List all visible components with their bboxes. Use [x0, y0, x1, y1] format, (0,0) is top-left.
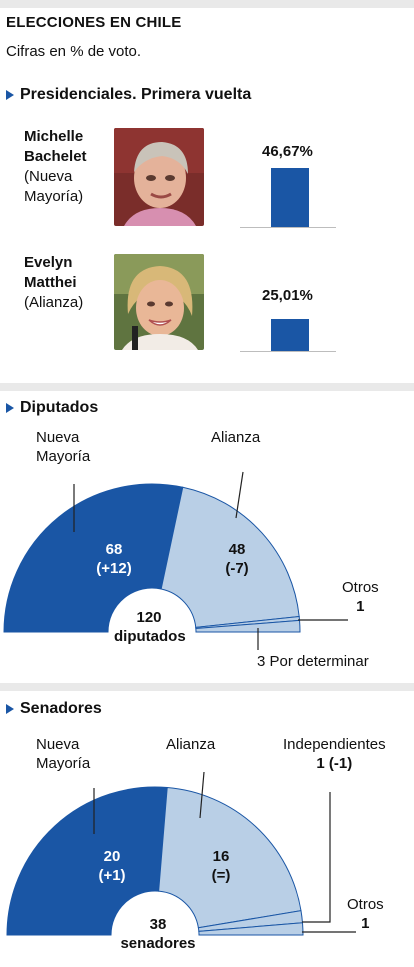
senadores-nm-label: Nueva Mayoría — [36, 736, 91, 772]
candidate-last-name: Matthei — [24, 274, 77, 291]
diputados-al-value: 48 (-7) — [225, 541, 249, 577]
diputados-nm-label: Nueva Mayoría — [36, 429, 91, 465]
candidate-photo-bachelet — [114, 128, 204, 226]
arc-diputados-nueva-mayoria — [3, 483, 184, 633]
section-separator — [0, 683, 414, 691]
candidate-photo-matthei — [114, 254, 204, 350]
bar-baseline — [240, 227, 336, 228]
bar-baseline — [240, 351, 336, 352]
candidate-matthei: Evelyn Matthei (Alianza) — [24, 253, 83, 313]
candidate-party-line1: (Nueva — [24, 168, 73, 185]
page-subtitle: Cifras en % de voto. — [6, 43, 142, 60]
senadores-alianza-label: Alianza — [166, 736, 216, 753]
leader-line-diputados-alianza — [235, 471, 244, 519]
section-heading-diputados: Diputados — [6, 399, 98, 417]
senadores-heading: Senadores — [20, 700, 102, 717]
top-separator — [0, 0, 414, 8]
candidate-first-name: Evelyn — [24, 254, 73, 271]
page-title: ELECCIONES EN CHILE — [6, 14, 182, 31]
candidate-bachelet: Michelle Bachelet (Nueva Mayoría) — [24, 127, 87, 207]
bar-bachelet — [271, 168, 309, 227]
candidate-first-name: Michelle — [24, 128, 84, 145]
arc-senadores-nueva-mayoria — [6, 786, 168, 936]
section-heading-senadores: Senadores — [6, 700, 102, 718]
senadores-nm-value: 20 (+1) — [98, 848, 126, 884]
senadores-indep-label: Independientes 1 (-1) — [283, 736, 386, 772]
bullet-icon — [6, 403, 14, 413]
section-separator — [0, 383, 414, 391]
section-heading-presidential: Presidenciales. Primera vuelta — [6, 86, 251, 104]
diputados-total: 120 diputados — [114, 609, 186, 645]
arc-senadores-otros — [198, 922, 304, 936]
diputados-pending-label: 3 Por determinar — [257, 653, 369, 670]
bullet-icon — [6, 90, 14, 100]
diputados-otros-label: Otros 1 — [342, 579, 379, 615]
senadores-al-value: 16 (=) — [211, 848, 231, 884]
bar-matthei — [271, 319, 309, 351]
candidate-party-line2: Mayoría) — [24, 188, 84, 205]
leader-line-senadores-indep — [302, 792, 331, 923]
senadores-otros-label: Otros 1 — [347, 896, 384, 932]
arc-diputados-por-determinar — [195, 619, 301, 633]
senadores-total: 38 senadores — [120, 916, 196, 952]
candidate-party-line1: (Alianza) — [24, 294, 84, 311]
candidate-last-name: Bachelet — [24, 148, 87, 165]
presidential-heading: Presidenciales. Primera vuelta — [20, 86, 252, 103]
bullet-icon — [6, 704, 14, 714]
leader-line-senadores-alianza — [199, 771, 205, 819]
arc-diputados-alianza — [160, 486, 300, 628]
arc-senadores-alianza — [158, 786, 302, 929]
diputados-alianza-label: Alianza — [211, 429, 261, 446]
diputados-nm-value: 68 (+12) — [96, 541, 132, 577]
bar-label-bachelet: 46,67% — [262, 143, 313, 160]
bar-label-matthei: 25,01% — [262, 287, 313, 304]
diputados-heading: Diputados — [20, 399, 99, 416]
